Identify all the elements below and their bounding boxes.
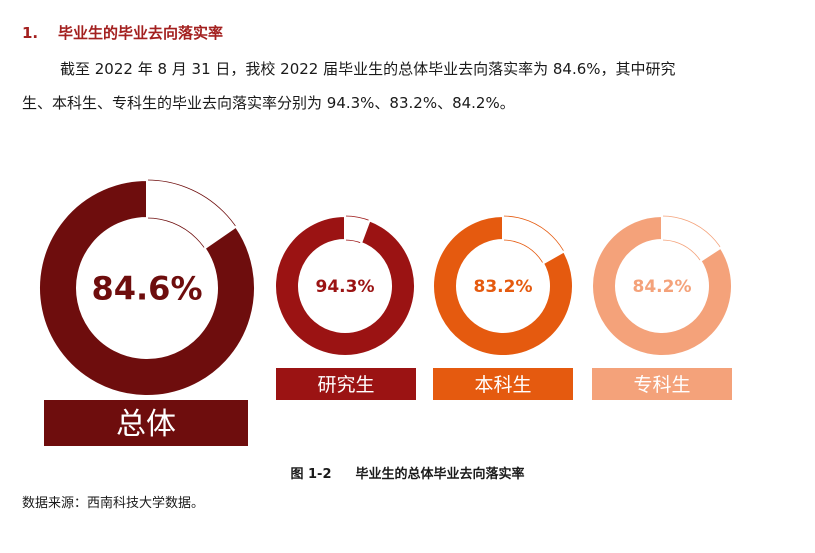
category-bar — [276, 368, 416, 400]
category-bar — [44, 400, 248, 446]
donut-chart: 84.6% 总体 94.3% 研究生 83.2% 本科生 84.2% 专科生 — [38, 178, 733, 446]
category-label: 研究生 — [317, 374, 374, 396]
donut-slice-1 — [38, 178, 256, 397]
donut-value-label: 83.2% — [474, 277, 533, 297]
category-label: 专科生 — [633, 374, 690, 396]
section-number: 1. — [22, 24, 39, 42]
figure-caption: 图 1-2 毕业生的总体毕业去向落实率 — [0, 463, 815, 482]
donut-slice-4 — [591, 214, 733, 357]
data-source: 数据来源：西南科技大学数据。 — [22, 496, 205, 511]
category-label: 本科生 — [474, 374, 531, 396]
category-bar — [433, 368, 573, 400]
body-paragraph: 截至 2022 年 8 月 31 日，我校 2022 届毕业生的总体毕业去向落实… — [22, 52, 792, 120]
category-label: 总体 — [116, 407, 176, 442]
donut-value-label: 84.6% — [91, 270, 202, 308]
category-bar — [592, 368, 732, 400]
section-heading: 1. 毕业生的毕业去向落实率 — [22, 22, 223, 43]
donut-slice-2 — [274, 214, 416, 357]
paragraph-line-1: 截至 2022 年 8 月 31 日，我校 2022 届毕业生的总体毕业去向落实… — [60, 60, 676, 78]
section-title: 毕业生的毕业去向落实率 — [58, 24, 224, 42]
donut-value-label: 94.3% — [316, 277, 375, 297]
donut-slice-3 — [432, 214, 574, 357]
donut-value-label: 84.2% — [633, 277, 692, 297]
figure-title: 毕业生的总体毕业去向落实率 — [355, 467, 525, 482]
figure-number: 图 1-2 — [290, 467, 332, 482]
paragraph-line-2: 生、本科生、专科生的毕业去向落实率分别为 94.3%、83.2%、84.2%。 — [22, 94, 515, 112]
